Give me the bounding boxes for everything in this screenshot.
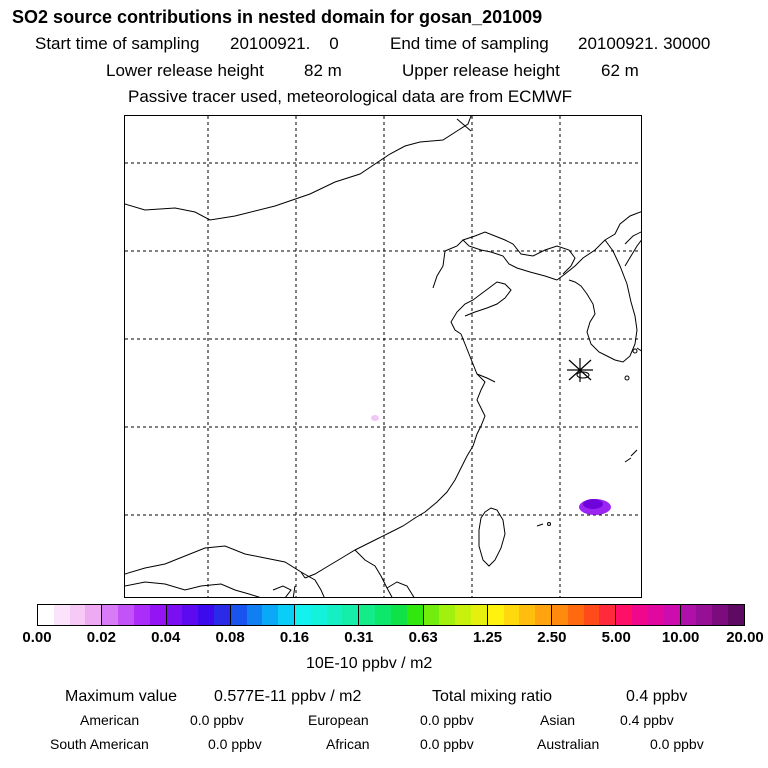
map-canvas xyxy=(125,116,641,597)
receptor-star-marker xyxy=(567,358,593,382)
colorbar-cell xyxy=(310,605,327,625)
colorbar-cell xyxy=(198,605,214,625)
colorbar-cell xyxy=(406,605,424,625)
source-value: 0.4 ppbv xyxy=(620,712,674,728)
source-value: 0.0 ppbv xyxy=(420,736,474,752)
colorbar-cell xyxy=(262,605,279,625)
upper-release-value: 62 m xyxy=(601,61,639,80)
colorbar-tick-label: 0.02 xyxy=(86,629,116,646)
coastlines xyxy=(125,116,641,597)
colorbar-cell xyxy=(487,605,504,625)
colorbar-cell xyxy=(375,605,391,625)
colorbar xyxy=(37,604,745,626)
colorbar-cell xyxy=(133,605,150,625)
colorbar-cell xyxy=(182,605,199,625)
colorbar-cell xyxy=(727,605,744,625)
total-mixing-value: 0.4 ppbv xyxy=(626,688,688,705)
colorbar-tick-label: 0.31 xyxy=(344,629,374,646)
colorbar-tick-label: 10.00 xyxy=(661,629,700,646)
end-time-label: End time of sampling xyxy=(390,34,549,53)
source-name: Asian xyxy=(540,712,576,728)
colorbar-cell xyxy=(278,605,295,625)
colorbar-cell xyxy=(503,605,520,625)
map-panel xyxy=(124,115,642,598)
colorbar-cell xyxy=(166,605,183,625)
colorbar-cell xyxy=(519,605,536,625)
colorbar-cell xyxy=(647,605,664,625)
colorbar-cell xyxy=(118,605,134,625)
colorbar-tick-label: 20.00 xyxy=(726,629,764,646)
colorbar-tick-label: 1.25 xyxy=(472,629,503,646)
colorbar-units: 10E-10 ppbv / m2 xyxy=(306,655,433,672)
plume-east-china-sea-core xyxy=(583,499,603,509)
colorbar-cell xyxy=(470,605,488,625)
colorbar-cell xyxy=(455,605,471,625)
colorbar-tick-label: 0.63 xyxy=(408,629,438,646)
colorbar-cell xyxy=(632,605,648,625)
source-name: Australian xyxy=(537,736,600,752)
colorbar-tick-label: 0.00 xyxy=(22,629,52,646)
colorbar-cell xyxy=(342,605,360,625)
colorbar-tick-label: 0.08 xyxy=(215,629,245,646)
colorbar-cell xyxy=(85,605,103,625)
end-time-value: 20100921. 30000 xyxy=(578,34,711,53)
source-name: African xyxy=(326,736,370,752)
colorbar-cell xyxy=(326,605,343,625)
colorbar-cell xyxy=(359,605,376,625)
colorbar-cell xyxy=(552,605,568,625)
colorbar-cell xyxy=(680,605,697,625)
source-value: 0.0 ppbv xyxy=(650,736,704,752)
colorbar-cell xyxy=(616,605,633,625)
source-value: 0.0 ppbv xyxy=(190,712,244,728)
colorbar-cell xyxy=(663,605,681,625)
colorbar-cell xyxy=(696,605,713,625)
lower-release-value: 82 m xyxy=(304,61,342,80)
source-value: 0.0 ppbv xyxy=(420,712,474,728)
plume-inland-china xyxy=(371,415,379,421)
start-time-label: Start time of sampling xyxy=(35,34,200,53)
colorbar-cell xyxy=(599,605,617,625)
source-name: American xyxy=(80,712,140,728)
total-mixing-label: Total mixing ratio xyxy=(432,688,553,705)
lower-release-label: Lower release height xyxy=(106,61,264,80)
colorbar-tick-label: 0.16 xyxy=(279,629,310,646)
colorbar-cell xyxy=(213,605,231,625)
colorbar-tick-label: 2.50 xyxy=(537,629,567,646)
start-time-value: 20100921. 0 xyxy=(230,34,339,53)
colorbar-cell xyxy=(295,605,311,625)
plot-title: SO2 source contributions in nested domai… xyxy=(12,7,543,27)
colorbar-cell xyxy=(69,605,86,625)
colorbar-cell xyxy=(149,605,167,625)
colorbar-tick-label: 5.00 xyxy=(601,629,631,646)
colorbar-cell xyxy=(712,605,728,625)
colorbar-cell xyxy=(102,605,119,625)
tracer-note: Passive tracer used, meteorological data… xyxy=(128,87,573,106)
colorbar-cell xyxy=(53,605,70,625)
source-name: South American xyxy=(50,736,149,752)
colorbar-cell xyxy=(439,605,456,625)
colorbar-cell xyxy=(246,605,263,625)
colorbar-cell xyxy=(230,605,247,625)
colorbar-tick-label: 0.04 xyxy=(151,629,181,646)
source-value: 0.0 ppbv xyxy=(208,736,262,752)
max-value: 0.577E-11 ppbv / m2 xyxy=(214,688,362,705)
upper-release-label: Upper release height xyxy=(402,61,560,80)
colorbar-cell xyxy=(390,605,407,625)
max-value-label: Maximum value xyxy=(65,688,178,705)
colorbar-cell xyxy=(38,605,54,625)
graticule xyxy=(125,116,641,597)
colorbar-cell xyxy=(567,605,584,625)
colorbar-cell xyxy=(535,605,552,625)
colorbar-cell xyxy=(423,605,440,625)
source-name: European xyxy=(308,712,369,728)
colorbar-cell xyxy=(583,605,600,625)
